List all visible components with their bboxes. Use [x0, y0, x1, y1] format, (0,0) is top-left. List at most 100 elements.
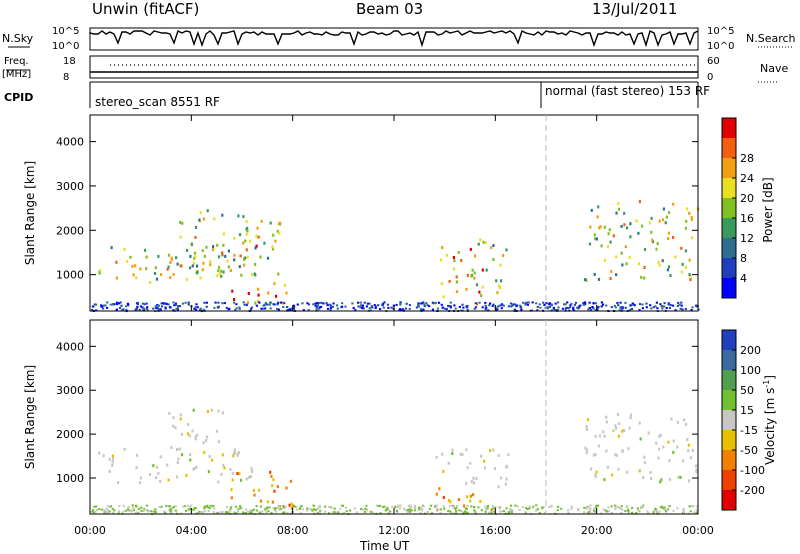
- scatter-cell: [606, 245, 609, 249]
- scatter-cell: [232, 454, 235, 458]
- scatter-cell: [262, 307, 265, 310]
- scatter-cell: [240, 273, 243, 277]
- scatter-cell: [590, 512, 593, 515]
- scatter-cell: [457, 498, 461, 501]
- scatter-cell: [538, 303, 541, 306]
- scatter-cell: [620, 251, 623, 255]
- scatter-cell: [154, 305, 157, 308]
- x-tick-label: 08:00: [277, 524, 309, 537]
- scatter-cell: [439, 508, 442, 511]
- scatter-cell: [270, 474, 273, 478]
- scatter-cell: [505, 464, 509, 468]
- scatter-cell: [645, 302, 648, 305]
- scatter-cell: [465, 482, 468, 486]
- scatter-cell: [278, 508, 281, 511]
- scatter-cell: [612, 429, 615, 433]
- scatter-cell: [626, 470, 629, 474]
- scatter-cell: [410, 509, 413, 512]
- scatter-cell: [175, 307, 178, 310]
- scatter-cell: [254, 273, 257, 277]
- scatter-cell: [491, 304, 494, 307]
- scatter-cell: [550, 504, 553, 507]
- scatter-cell: [442, 469, 445, 473]
- scatter-cell: [196, 512, 199, 515]
- scatter-cell: [536, 309, 539, 312]
- scatter-cell: [664, 221, 667, 225]
- scatter-cell: [435, 455, 438, 459]
- scatter-cell: [426, 511, 429, 513]
- scatter-cell: [255, 509, 259, 512]
- scatter-cell: [221, 511, 224, 513]
- scatter-cell: [695, 470, 698, 474]
- scatter-cell: [290, 309, 293, 312]
- scatter-cell: [455, 275, 458, 279]
- scatter-cell: [638, 303, 642, 306]
- scatter-cell: [93, 505, 96, 508]
- scatter-cell: [330, 506, 333, 509]
- scatter-cell: [239, 254, 242, 258]
- scatter-cell: [277, 301, 280, 304]
- scatter-cell: [583, 511, 586, 514]
- scatter-cell: [283, 506, 286, 509]
- scatter-cell: [616, 413, 620, 416]
- scatter-cell: [255, 505, 258, 508]
- scatter-cell: [621, 449, 624, 453]
- scatter-cell: [106, 509, 109, 511]
- scatter-cell: [155, 307, 158, 310]
- scatter-cell: [156, 307, 159, 310]
- scatter-cell: [544, 511, 547, 514]
- scatter-cell: [117, 481, 120, 485]
- scatter-cell: [419, 512, 422, 515]
- scatter-cell: [222, 270, 225, 274]
- scatter-cell: [676, 304, 679, 307]
- scatter-cell: [233, 298, 236, 301]
- scatter-cell: [193, 307, 196, 310]
- scatter-cell: [616, 301, 619, 304]
- scatter-cell: [191, 429, 194, 433]
- scatter-cell: [415, 306, 418, 309]
- scatter-cell: [269, 307, 272, 310]
- scatter-cell: [594, 475, 597, 478]
- scatter-cell: [566, 301, 569, 304]
- scatter-cell: [177, 305, 180, 308]
- scatter-cell: [364, 507, 367, 510]
- scatter-cell: [650, 216, 653, 220]
- scatter-cell: [688, 505, 691, 508]
- scatter-cell: [498, 284, 501, 288]
- scatter-cell: [122, 308, 125, 311]
- scatter-cell: [481, 268, 484, 272]
- scatter-cell: [315, 307, 318, 310]
- freq-label: Freq.: [4, 56, 29, 67]
- scatter-cell: [274, 510, 277, 513]
- scatter-cell: [422, 308, 425, 311]
- scatter-cell: [624, 245, 627, 249]
- scatter-cell: [488, 304, 491, 307]
- scatter-cell: [235, 303, 238, 306]
- scatter-cell: [569, 306, 572, 309]
- scatter-cell: [250, 308, 253, 311]
- scatter-cell: [661, 218, 665, 222]
- scatter-cell: [155, 277, 159, 281]
- scatter-cell: [176, 262, 179, 266]
- scatter-cell: [458, 305, 461, 308]
- scatter-cell: [619, 307, 622, 310]
- scatter-cell: [655, 441, 658, 445]
- scatter-cell: [592, 307, 595, 310]
- scatter-cell: [165, 302, 168, 305]
- scatter-cell: [186, 504, 190, 507]
- scatter-cell: [488, 511, 491, 514]
- scatter-cell: [141, 302, 144, 305]
- scatter-cell: [672, 450, 675, 454]
- scatter-cell: [239, 478, 243, 482]
- scatter-cell: [156, 304, 159, 307]
- scatter-cell: [318, 306, 321, 309]
- scatter-cell: [169, 509, 172, 512]
- scatter-cell: [404, 509, 407, 511]
- scatter-cell: [243, 303, 246, 306]
- scatter-cell: [509, 504, 513, 507]
- scatter-cell: [136, 303, 139, 305]
- scatter-cell: [271, 500, 274, 504]
- scatter-cell: [135, 308, 138, 311]
- scatter-cell: [492, 448, 495, 452]
- colorbar-swatch: [722, 410, 736, 430]
